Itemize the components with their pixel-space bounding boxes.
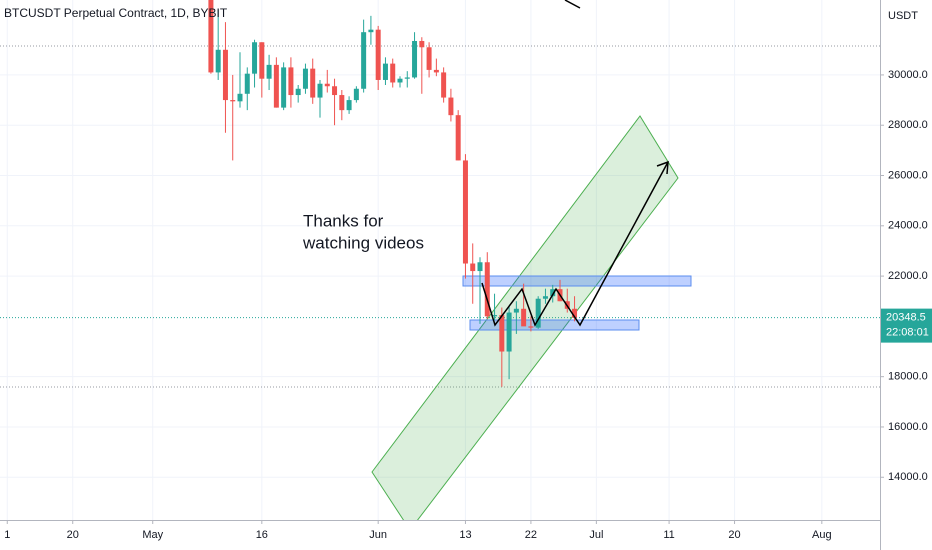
- candle-body: [470, 263, 476, 272]
- candle-body: [382, 63, 388, 80]
- candle-body: [332, 86, 338, 96]
- candle-body: [368, 29, 374, 33]
- y-tick-label: 24000.0: [888, 220, 928, 232]
- x-tick-label: Jun: [369, 529, 387, 541]
- candle-body: [339, 95, 345, 111]
- candle-body: [528, 326, 534, 328]
- candle-body: [506, 312, 512, 352]
- y-tick-label: 30000.0: [888, 69, 928, 81]
- x-tick-label: 1: [4, 529, 10, 541]
- overlay: Thanks for watching videos: [302, 0, 669, 327]
- candle-body: [484, 262, 490, 317]
- candle-body: [550, 289, 556, 297]
- y-tick-label: 14000.0: [888, 471, 928, 483]
- x-tick-label: 20: [728, 529, 740, 541]
- candle-body: [346, 100, 352, 111]
- y-unit: USDT: [888, 10, 918, 22]
- candles: [208, 0, 578, 387]
- candle-body: [390, 63, 396, 83]
- candle-body: [412, 40, 418, 78]
- candle-body: [404, 77, 410, 79]
- candle-body: [361, 32, 367, 89]
- candle-body: [375, 29, 381, 80]
- candle-body: [222, 49, 228, 101]
- y-tick-label: 18000.0: [888, 371, 928, 383]
- projection-path: [481, 161, 669, 327]
- candle-body: [324, 83, 330, 87]
- x-tick-label: 11: [663, 529, 674, 541]
- y-tick-label: 26000.0: [888, 169, 928, 181]
- x-tick-label: 13: [459, 529, 471, 541]
- axes: 14000.0 16000.0 18000.0 22000.0 24000.0 26000…: [4, 69, 932, 541]
- candle-body: [448, 97, 454, 116]
- candle-body: [273, 64, 279, 108]
- candle-body: [230, 100, 236, 102]
- y-tick-label: 16000.0: [888, 421, 928, 433]
- candle-body: [426, 47, 432, 70]
- y-tick-label: 28000.0: [888, 119, 928, 131]
- candle-body: [433, 69, 439, 73]
- arrow-fragment: [564, 0, 581, 9]
- candle-body: [215, 49, 221, 73]
- resistance-zone: [462, 275, 692, 287]
- annotation: Thanks for: [303, 211, 384, 230]
- candle-body: [288, 67, 294, 96]
- candle-body: [492, 315, 498, 317]
- countdown-label: 22:08:01: [886, 327, 929, 339]
- candle-body: [259, 42, 265, 79]
- x-tick-label: 20: [67, 529, 79, 541]
- candle-body: [455, 115, 461, 161]
- candle-body: [317, 83, 323, 98]
- candle-body: [572, 308, 578, 318]
- candle-body: [513, 308, 519, 313]
- candle-body: [419, 40, 425, 48]
- candle-body: [252, 42, 258, 74]
- arrow-head: [656, 160, 669, 175]
- candle-body: [237, 93, 243, 102]
- candle-body: [397, 78, 403, 83]
- chart-title: BTCUSDT Perpetual Contract, 1D, BYBIT: [4, 6, 228, 20]
- x-tick-label: 22: [525, 529, 537, 541]
- candle-body: [477, 262, 483, 272]
- candle-body: [441, 72, 447, 98]
- candle-body: [310, 68, 316, 98]
- candle-body: [499, 315, 505, 352]
- candle-body: [244, 73, 250, 94]
- y-tick-label: 22000.0: [888, 270, 928, 282]
- candle-body: [542, 296, 548, 299]
- x-tick-label: Aug: [812, 529, 832, 541]
- last-price-box: [881, 308, 932, 343]
- candle-body: [302, 68, 308, 89]
- last-price-label: 20348.5: [886, 312, 926, 324]
- candle-body: [353, 88, 359, 101]
- candle-body: [295, 88, 301, 96]
- candle-body: [208, 0, 214, 73]
- x-tick-label: Jul: [589, 529, 603, 541]
- candle-body: [535, 298, 541, 328]
- x-tick-label: May: [142, 529, 163, 541]
- candle-body: [462, 160, 468, 264]
- x-tick-label: 16: [256, 529, 268, 541]
- candle-body: [281, 67, 287, 108]
- candle-body: [521, 308, 527, 327]
- annotation: watching videos: [302, 233, 424, 252]
- candle-body: [266, 64, 272, 79]
- support-zone: [469, 319, 640, 331]
